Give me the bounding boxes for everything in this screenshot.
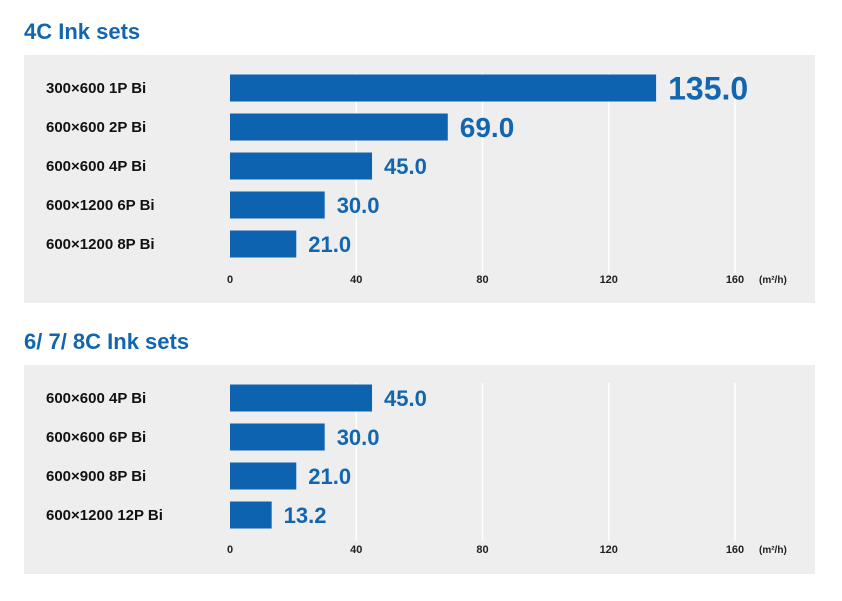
c4-bar: [230, 113, 448, 141]
c4-tick-label: 40: [350, 274, 362, 286]
c678-bar: [230, 501, 272, 529]
c678-category-label: 600×600 4P Bi: [46, 390, 146, 407]
c4-value-label: 21.0: [308, 232, 351, 257]
c678-tick-label: 40: [350, 544, 362, 556]
c678-value-label: 30.0: [337, 425, 380, 450]
c4-category-label: 300×600 1P Bi: [46, 80, 146, 97]
chart-panel-4c: 0 40 80 120 160 (m²/h) 300×600 1P Bi 135.0 600×6…: [24, 55, 815, 303]
c678-tick-label: 0: [227, 544, 233, 556]
c4-axis-unit: (m²/h): [759, 275, 787, 286]
bar-chart-678c: 0 40 80 120 160 (m²/h) 600×600 4P Bi 45.0 600×60…: [46, 383, 787, 556]
c4-value-label: 30.0: [337, 193, 380, 218]
c4-category-label: 600×600 4P Bi: [46, 158, 146, 175]
c4-bar: [230, 152, 373, 180]
c4-value-label: 69.0: [460, 112, 515, 143]
c4-category-label: 600×600 2P Bi: [46, 119, 146, 136]
c678-tick-label: 120: [600, 544, 618, 556]
c4-tick-label: 80: [476, 274, 488, 286]
c4-bar: [230, 191, 325, 219]
c4-category-label: 600×1200 8P Bi: [46, 236, 155, 253]
c678-axis-unit: (m²/h): [759, 545, 787, 556]
c678-category-label: 600×1200 12P Bi: [46, 507, 163, 524]
c4-value-label: 135.0: [668, 71, 748, 107]
c4-bar: [230, 74, 657, 102]
c4-category-label: 600×1200 6P Bi: [46, 197, 155, 214]
c678-tick-label: 80: [476, 544, 488, 556]
chart-title-678c: 6/ 7/ 8C Ink sets: [24, 329, 190, 354]
c678-bar: [230, 423, 325, 451]
c4-tick-label: 160: [726, 274, 744, 286]
c678-value-label: 13.2: [284, 503, 327, 528]
c678-bar: [230, 384, 373, 412]
c678-value-label: 21.0: [308, 464, 351, 489]
bar-chart-4c: 0 40 80 120 160 (m²/h) 300×600 1P Bi 135.0 600×6…: [46, 71, 787, 286]
c678-tick-label: 160: [726, 544, 744, 556]
c4-bar: [230, 230, 297, 258]
c4-tick-label: 120: [600, 274, 618, 286]
c4-value-label: 45.0: [384, 154, 427, 179]
c678-category-label: 600×600 6P Bi: [46, 429, 146, 446]
c678-value-label: 45.0: [384, 386, 427, 411]
c4-tick-label: 0: [227, 274, 233, 286]
c678-bar: [230, 462, 297, 490]
chart-panel-678c: 0 40 80 120 160 (m²/h) 600×600 4P Bi 45.0 600×60…: [24, 365, 815, 574]
chart-title-4c: 4C Ink sets: [24, 19, 141, 44]
c678-category-label: 600×900 8P Bi: [46, 468, 146, 485]
